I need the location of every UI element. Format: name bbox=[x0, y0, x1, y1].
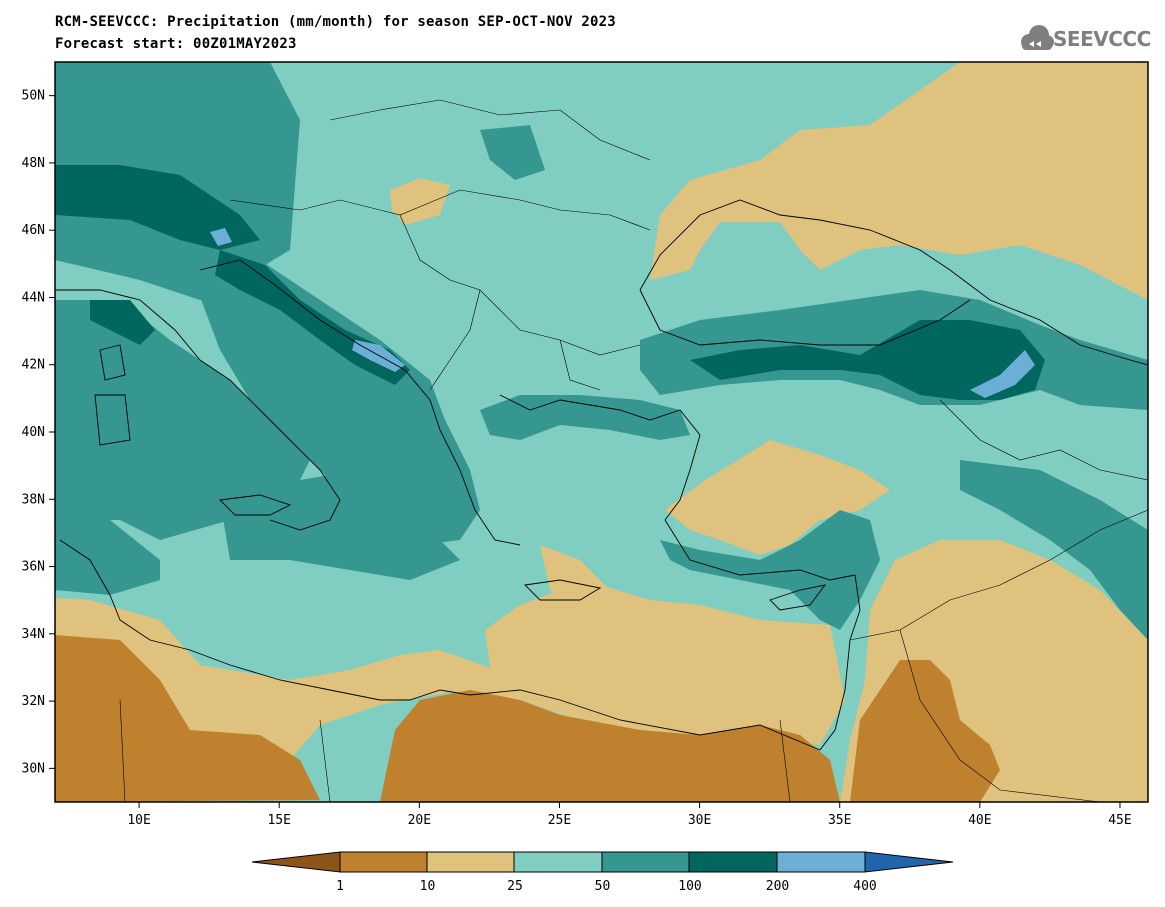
precip-1-10-arabia bbox=[850, 660, 1000, 802]
x-tick-label: 30E bbox=[688, 813, 711, 828]
precip-50-100-ionian bbox=[220, 470, 460, 580]
y-tick-label: 38N bbox=[22, 492, 45, 507]
precip-10-25-hungary bbox=[390, 178, 450, 225]
y-tick-label: 42N bbox=[22, 358, 45, 373]
precip-50-100-tyrrhenian bbox=[55, 300, 310, 540]
colorbar-triangle-high bbox=[864, 851, 954, 873]
precip-200-400-alps bbox=[210, 228, 232, 246]
x-tick-label: 15E bbox=[267, 813, 290, 828]
y-tick-label: 48N bbox=[22, 156, 45, 171]
y-axis: 50N 48N 46N 44N 42N 40N 38N 36N 34N 32N 30N bbox=[22, 89, 55, 776]
precip-1-10-libya-egypt bbox=[55, 635, 840, 802]
y-tick-label: 40N bbox=[22, 425, 45, 440]
precip-10-25-ukraine bbox=[650, 62, 1148, 300]
y-tick-label: 30N bbox=[22, 761, 45, 776]
y-tick-label: 36N bbox=[22, 560, 45, 575]
precip-50-100-taurus bbox=[660, 510, 880, 630]
borders bbox=[119, 99, 1148, 802]
colorbar-box-10-25 bbox=[426, 851, 515, 873]
colorbar-label: 50 bbox=[595, 879, 611, 894]
colorbar-label: 400 bbox=[853, 879, 876, 894]
y-tick-label: 50N bbox=[22, 89, 45, 104]
precip-100-200-apennine bbox=[90, 300, 155, 345]
colorbar-labels: 1 10 25 50 100 200 400 bbox=[336, 879, 877, 894]
precip-100-200-pontic bbox=[690, 320, 1045, 400]
colorbar-label: 10 bbox=[420, 879, 436, 894]
colorbar: 1 10 25 50 100 200 400 bbox=[251, 851, 954, 894]
y-tick-label: 34N bbox=[22, 627, 45, 642]
x-tick-label: 10E bbox=[127, 813, 150, 828]
precip-10-25-aegean-south bbox=[540, 545, 610, 610]
y-tick-label: 44N bbox=[22, 290, 45, 305]
y-tick-label: 46N bbox=[22, 223, 45, 238]
map-title: RCM-SEEVCCC: Precipitation (mm/month) fo… bbox=[55, 14, 616, 30]
precip-50-100-adriatic bbox=[190, 260, 480, 545]
colorbar-box-1-10 bbox=[339, 851, 428, 873]
colorbar-label: 100 bbox=[678, 879, 701, 894]
precip-50-100-aegean-north bbox=[480, 395, 690, 440]
x-tick-label: 45E bbox=[1108, 813, 1131, 828]
colorbar-box-25-50 bbox=[513, 851, 603, 873]
colorbar-triangle-low bbox=[251, 851, 341, 873]
colorbar-box-200-400 bbox=[776, 851, 866, 873]
precip-100-200-alps bbox=[55, 165, 260, 250]
colorbar-box-50-100 bbox=[601, 851, 690, 873]
seevccc-logo bbox=[1021, 25, 1054, 50]
colorbar-label: 200 bbox=[766, 879, 789, 894]
x-tick-label: 25E bbox=[548, 813, 571, 828]
forecast-start-label: Forecast start: 00Z01MAY2023 bbox=[55, 36, 297, 52]
precip-50-100-carpathians bbox=[480, 125, 545, 180]
precip-200-400-georgia bbox=[970, 350, 1035, 398]
precip-50-100-south-west bbox=[55, 520, 160, 595]
colorbar-box-100-200 bbox=[688, 851, 778, 873]
colorbar-label: 25 bbox=[507, 879, 523, 894]
x-tick-label: 35E bbox=[828, 813, 851, 828]
cloud-icon bbox=[1021, 25, 1054, 50]
x-tick-label: 40E bbox=[968, 813, 991, 828]
colorbar-label: 1 bbox=[336, 879, 344, 894]
y-tick-label: 32N bbox=[22, 694, 45, 709]
logo-text: SEEVCCC bbox=[1053, 27, 1151, 51]
precipitation-field bbox=[55, 62, 1148, 802]
precip-10-25-anatolia bbox=[665, 440, 890, 555]
x-axis: 10E 15E 20E 25E 30E 35E 40E 45E bbox=[127, 802, 1132, 828]
coastlines bbox=[55, 199, 1148, 751]
precip-50-100-east-turkey bbox=[960, 460, 1148, 640]
x-tick-label: 20E bbox=[408, 813, 431, 828]
